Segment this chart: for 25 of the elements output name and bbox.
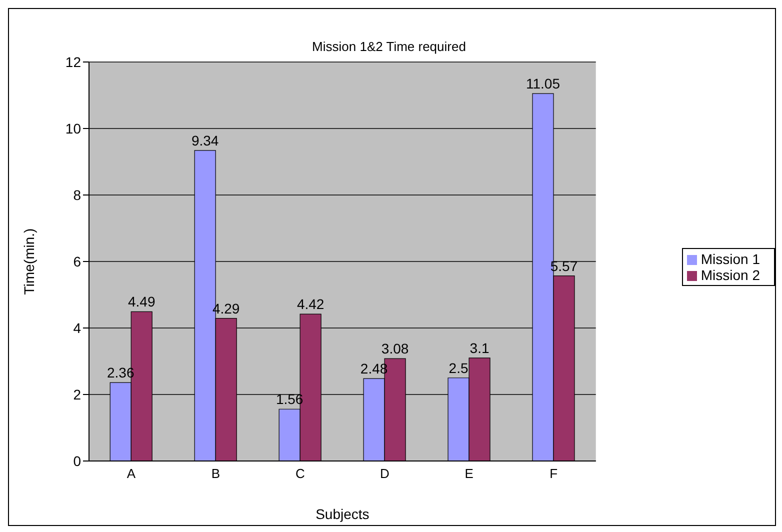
x-tick-label: D: [380, 466, 390, 482]
data-label: 11.05: [526, 76, 560, 92]
x-tick-label: F: [550, 466, 558, 482]
y-tick-label: 12: [65, 54, 82, 70]
y-axis-title: Time(min.): [20, 228, 37, 295]
x-tick-label: A: [126, 466, 136, 482]
y-tick-label: 2: [73, 386, 82, 402]
y-tick-label: 6: [73, 253, 82, 270]
x-axis-title: Subjects: [316, 506, 370, 522]
x-tick-label: B: [211, 466, 220, 482]
y-tick-label: 10: [65, 120, 82, 136]
y-tick-label: 8: [73, 186, 82, 203]
data-label: 4.49: [128, 294, 156, 310]
y-tick-label: 4: [73, 320, 82, 336]
legend-label: Mission 2: [700, 267, 760, 283]
data-label: 2.5: [448, 360, 468, 376]
y-tick-label: 0: [73, 452, 82, 469]
legend-label: Mission 1: [700, 251, 760, 267]
x-tick-label: E: [464, 466, 474, 482]
data-label: 9.34: [191, 132, 219, 148]
data-label: 4.42: [296, 296, 324, 312]
x-tick-label: C: [295, 466, 305, 482]
data-label: 3.1: [470, 340, 490, 356]
data-label: 3.08: [381, 340, 409, 357]
chart-title: Mission 1&2 Time required: [311, 39, 467, 54]
